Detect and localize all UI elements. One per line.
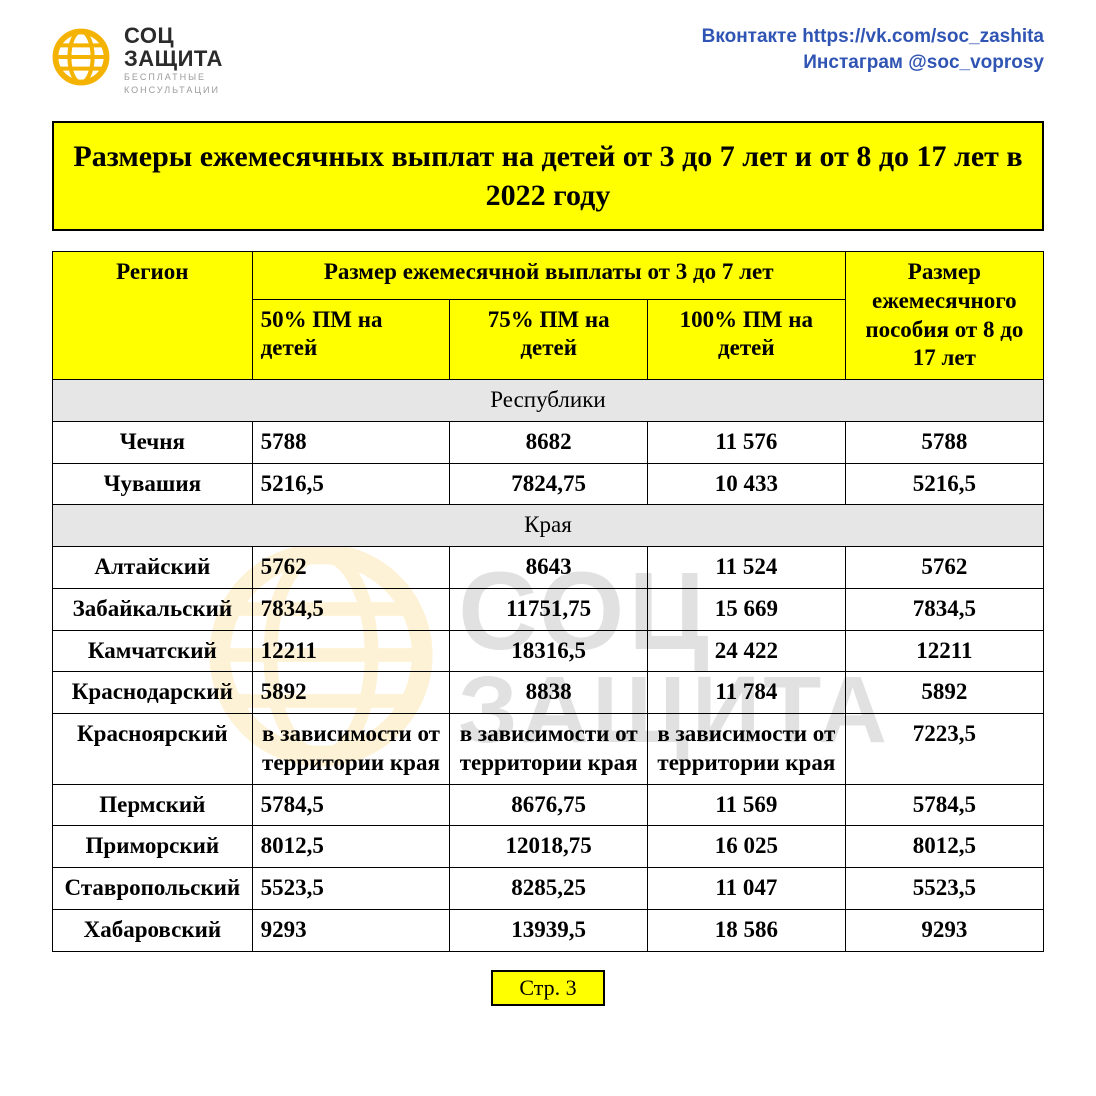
cell-value: 8285,25 <box>450 868 648 910</box>
table-row: Ставропольский5523,58285,2511 0475523,5 <box>53 868 1044 910</box>
th-group-3-7: Размер ежемесячной выплаты от 3 до 7 лет <box>252 252 845 300</box>
cell-value: 9293 <box>845 909 1043 951</box>
cell-value: 24 422 <box>648 630 846 672</box>
payments-table: Регион Размер ежемесячной выплаты от 3 д… <box>52 251 1044 952</box>
social-vk: Вконтакте https://vk.com/soc_zashita <box>702 24 1044 50</box>
globe-icon <box>52 28 110 91</box>
table-row: Забайкальский7834,511751,7515 6697834,5 <box>53 588 1044 630</box>
cell-region: Краснодарский <box>53 672 253 714</box>
table-row: Камчатский1221118316,524 42212211 <box>53 630 1044 672</box>
cell-value: в зависимости от территории края <box>648 714 846 785</box>
table-row: Чечня5788868211 5765788 <box>53 421 1044 463</box>
table-row: Краснодарский5892883811 7845892 <box>53 672 1044 714</box>
cell-value: 5762 <box>845 547 1043 589</box>
cell-value: 5784,5 <box>252 784 450 826</box>
page-title: Размеры ежемесячных выплат на детей от 3… <box>52 121 1044 231</box>
cell-value: 5788 <box>252 421 450 463</box>
cell-region: Приморский <box>53 826 253 868</box>
cell-value: 5523,5 <box>252 868 450 910</box>
cell-value: 18316,5 <box>450 630 648 672</box>
cell-value: 5788 <box>845 421 1043 463</box>
th-8-17: Размер ежемесячного пособия от 8 до 17 л… <box>845 252 1043 380</box>
brand-line2: ЗАЩИТА <box>124 47 223 70</box>
cell-value: 8682 <box>450 421 648 463</box>
table-row: Алтайский5762864311 5245762 <box>53 547 1044 589</box>
cell-value: 11 576 <box>648 421 846 463</box>
th-100: 100% ПМ на детей <box>648 299 846 379</box>
cell-value: 7824,75 <box>450 463 648 505</box>
table-row: Приморский8012,512018,7516 0258012,5 <box>53 826 1044 868</box>
header: СОЦ ЗАЩИТА БЕСПЛАТНЫЕ КОНСУЛЬТАЦИИ Вконт… <box>52 24 1044 95</box>
cell-value: 15 669 <box>648 588 846 630</box>
cell-value: 16 025 <box>648 826 846 868</box>
brand-line1: СОЦ <box>124 24 223 47</box>
cell-value: 11751,75 <box>450 588 648 630</box>
cell-value: 11 569 <box>648 784 846 826</box>
cell-value: в зависимости от территории края <box>450 714 648 785</box>
cell-region: Забайкальский <box>53 588 253 630</box>
cell-value: 8676,75 <box>450 784 648 826</box>
cell-region: Чувашия <box>53 463 253 505</box>
cell-value: 12211 <box>252 630 450 672</box>
cell-value: 5762 <box>252 547 450 589</box>
cell-region: Ставропольский <box>53 868 253 910</box>
cell-value: 8838 <box>450 672 648 714</box>
brand-sub2: КОНСУЛЬТАЦИИ <box>124 86 223 95</box>
cell-value: 18 586 <box>648 909 846 951</box>
cell-value: 7223,5 <box>845 714 1043 785</box>
table-row: Красноярскийв зависимости от территории … <box>53 714 1044 785</box>
cell-region: Алтайский <box>53 547 253 589</box>
cell-value: в зависимости от территории края <box>252 714 450 785</box>
page-number: Стр. 3 <box>491 970 604 1006</box>
th-75: 75% ПМ на детей <box>450 299 648 379</box>
cell-region: Пермский <box>53 784 253 826</box>
table-row: Хабаровский929313939,518 5869293 <box>53 909 1044 951</box>
cell-region: Чечня <box>53 421 253 463</box>
cell-value: 13939,5 <box>450 909 648 951</box>
th-50: 50% ПМ на детей <box>252 299 450 379</box>
brand-sub1: БЕСПЛАТНЫЕ <box>124 73 223 82</box>
cell-region: Хабаровский <box>53 909 253 951</box>
cell-value: 11 784 <box>648 672 846 714</box>
cell-value: 7834,5 <box>252 588 450 630</box>
cell-value: 12211 <box>845 630 1043 672</box>
cell-value: 5784,5 <box>845 784 1043 826</box>
cell-value: 11 047 <box>648 868 846 910</box>
cell-region: Камчатский <box>53 630 253 672</box>
cell-value: 10 433 <box>648 463 846 505</box>
cell-value: 11 524 <box>648 547 846 589</box>
cell-value: 5523,5 <box>845 868 1043 910</box>
cell-value: 9293 <box>252 909 450 951</box>
table-row: Чувашия5216,57824,7510 4335216,5 <box>53 463 1044 505</box>
th-region: Регион <box>53 252 253 380</box>
cell-value: 5892 <box>252 672 450 714</box>
cell-value: 5892 <box>845 672 1043 714</box>
section-header: Республики <box>53 380 1044 422</box>
logo-block: СОЦ ЗАЩИТА БЕСПЛАТНЫЕ КОНСУЛЬТАЦИИ <box>52 24 223 95</box>
cell-value: 7834,5 <box>845 588 1043 630</box>
social-links: Вконтакте https://vk.com/soc_zashita Инс… <box>702 24 1044 75</box>
cell-value: 12018,75 <box>450 826 648 868</box>
cell-value: 5216,5 <box>845 463 1043 505</box>
section-header: Края <box>53 505 1044 547</box>
cell-value: 5216,5 <box>252 463 450 505</box>
cell-value: 8012,5 <box>252 826 450 868</box>
cell-region: Красноярский <box>53 714 253 785</box>
social-ig: Инстаграм @soc_voprosy <box>702 50 1044 76</box>
cell-value: 8643 <box>450 547 648 589</box>
cell-value: 8012,5 <box>845 826 1043 868</box>
table-row: Пермский5784,58676,7511 5695784,5 <box>53 784 1044 826</box>
